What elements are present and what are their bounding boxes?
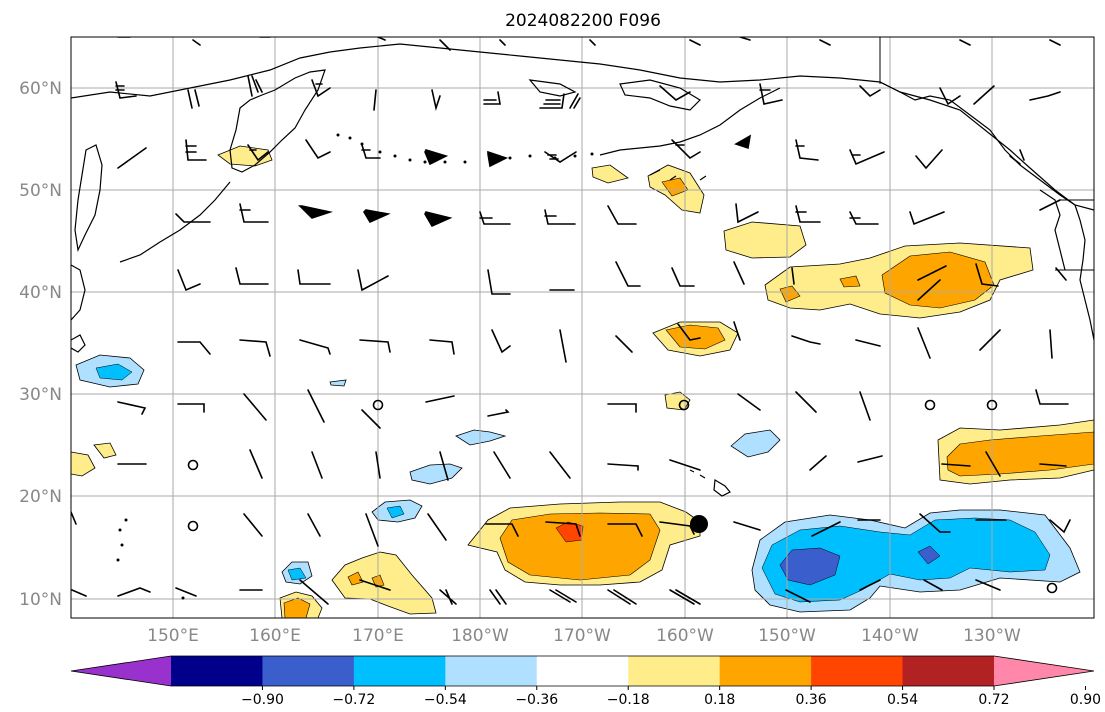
gridlines <box>71 37 1094 618</box>
wind-barbs <box>71 37 1071 605</box>
colorbar-tick-label: −0.54 <box>424 692 467 708</box>
borders <box>879 37 1094 271</box>
anomaly-fill-layer <box>71 145 1094 618</box>
colorbar-segment <box>536 656 629 686</box>
map-title: 2024082200 F096 <box>505 11 661 31</box>
lon-label-130w: 130°W <box>963 626 1021 646</box>
coastlines <box>71 43 1094 497</box>
colorbar-tick-label: 0.90 <box>1070 692 1101 708</box>
lon-label-150w: 150°W <box>758 626 816 646</box>
lon-label-180w: 180°W <box>451 626 509 646</box>
location-marker <box>690 515 708 533</box>
lat-label-60n: 60°N <box>19 79 62 99</box>
colorbar-tick-label: 0.54 <box>887 692 918 708</box>
lon-label-160w: 160°W <box>656 626 714 646</box>
latitude-labels: 10°N 20°N 30°N 40°N 50°N 60°N <box>19 79 62 610</box>
colorbar-segment <box>628 656 721 686</box>
lon-label-170e: 170°E <box>352 626 404 646</box>
colorbar-segment <box>902 656 995 686</box>
colorbar: −0.90 −0.72 −0.54 −0.36 −0.18 0.18 0.36 0.54 0.7… <box>70 655 1101 708</box>
lon-label-150e: 150°E <box>147 626 199 646</box>
map-frame <box>70 36 1095 619</box>
colorbar-extend-high <box>994 656 1094 686</box>
longitude-labels: 150°E 160°E 170°E 180°W 170°W 160°W 150°… <box>147 626 1021 646</box>
lon-label-160e: 160°E <box>249 626 301 646</box>
calm-wind-circles <box>187 399 1058 594</box>
colorbar-segment <box>719 656 812 686</box>
colorbar-extend-low <box>71 656 171 686</box>
colorbar-tick-label: 0.18 <box>704 692 735 708</box>
lat-label-30n: 30°N <box>19 385 62 405</box>
colorbar-segment <box>262 656 355 686</box>
lat-label-10n: 10°N <box>19 590 62 610</box>
lon-label-170w: 170°W <box>553 626 611 646</box>
colorbar-tick-label: 0.36 <box>796 692 827 708</box>
colorbar-tick-label: −0.18 <box>607 692 650 708</box>
colorbar-segment <box>445 656 538 686</box>
colorbar-tick-label: −0.90 <box>241 692 284 708</box>
lat-label-50n: 50°N <box>19 181 62 201</box>
colorbar-segment <box>811 656 904 686</box>
lon-label-140w: 140°W <box>861 626 919 646</box>
colorbar-segment <box>171 656 263 686</box>
colorbar-tick-label: 0.72 <box>978 692 1009 708</box>
lat-label-20n: 20°N <box>19 487 62 507</box>
colorbar-tick-label: −0.36 <box>515 692 558 708</box>
colorbar-outline <box>70 655 1095 687</box>
colorbar-tick-label: −0.72 <box>332 692 375 708</box>
lat-label-40n: 40°N <box>19 283 62 303</box>
colorbar-segment <box>353 656 446 686</box>
